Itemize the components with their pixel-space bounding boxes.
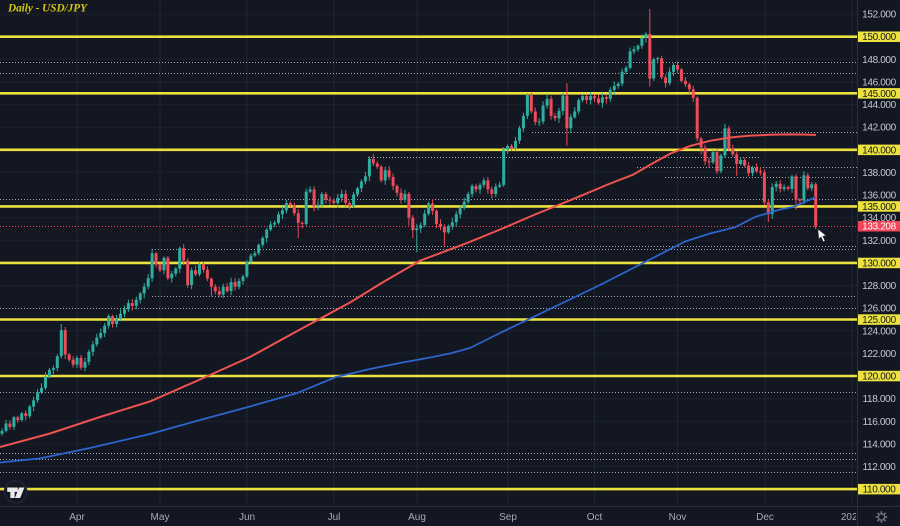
svg-text:Aug: Aug bbox=[408, 512, 426, 523]
svg-text:128.000: 128.000 bbox=[862, 281, 896, 292]
svg-text:Jul: Jul bbox=[328, 512, 341, 523]
svg-text:120.000: 120.000 bbox=[862, 372, 896, 383]
svg-text:116.000: 116.000 bbox=[863, 417, 897, 428]
svg-text:145.000: 145.000 bbox=[862, 89, 896, 100]
svg-text:2023: 2023 bbox=[841, 512, 864, 523]
svg-text:124.000: 124.000 bbox=[862, 326, 896, 337]
svg-text:114.000: 114.000 bbox=[863, 439, 897, 450]
svg-text:122.000: 122.000 bbox=[862, 349, 896, 360]
svg-text:125.000: 125.000 bbox=[862, 315, 896, 326]
svg-text:Apr: Apr bbox=[69, 512, 85, 523]
svg-text:148.000: 148.000 bbox=[862, 55, 896, 66]
svg-text:134.000: 134.000 bbox=[862, 213, 896, 224]
svg-text:136.000: 136.000 bbox=[862, 191, 896, 202]
svg-text:138.000: 138.000 bbox=[862, 168, 896, 179]
svg-text:140.000: 140.000 bbox=[862, 145, 896, 156]
svg-text:150.000: 150.000 bbox=[862, 32, 896, 43]
svg-text:126.000: 126.000 bbox=[862, 304, 896, 315]
svg-text:146.000: 146.000 bbox=[862, 78, 896, 89]
svg-text:112.000: 112.000 bbox=[863, 462, 897, 473]
svg-text:135.000: 135.000 bbox=[862, 202, 896, 213]
svg-text:110.000: 110.000 bbox=[863, 485, 897, 496]
svg-text:142.000: 142.000 bbox=[862, 123, 896, 134]
svg-text:Oct: Oct bbox=[587, 512, 603, 523]
svg-text:May: May bbox=[151, 512, 170, 523]
svg-text:Daily - USD/JPY: Daily - USD/JPY bbox=[7, 3, 88, 15]
svg-text:152.000: 152.000 bbox=[862, 10, 896, 21]
svg-text:130.000: 130.000 bbox=[862, 258, 896, 269]
svg-text:132.000: 132.000 bbox=[862, 236, 896, 247]
svg-text:Jun: Jun bbox=[239, 512, 255, 523]
svg-text:133.208: 133.208 bbox=[862, 222, 896, 233]
svg-text:118.000: 118.000 bbox=[863, 394, 897, 405]
svg-text:144.000: 144.000 bbox=[862, 100, 896, 111]
svg-text:Dec: Dec bbox=[756, 512, 774, 523]
svg-text:Nov: Nov bbox=[669, 512, 687, 523]
svg-text:Sep: Sep bbox=[499, 512, 517, 523]
